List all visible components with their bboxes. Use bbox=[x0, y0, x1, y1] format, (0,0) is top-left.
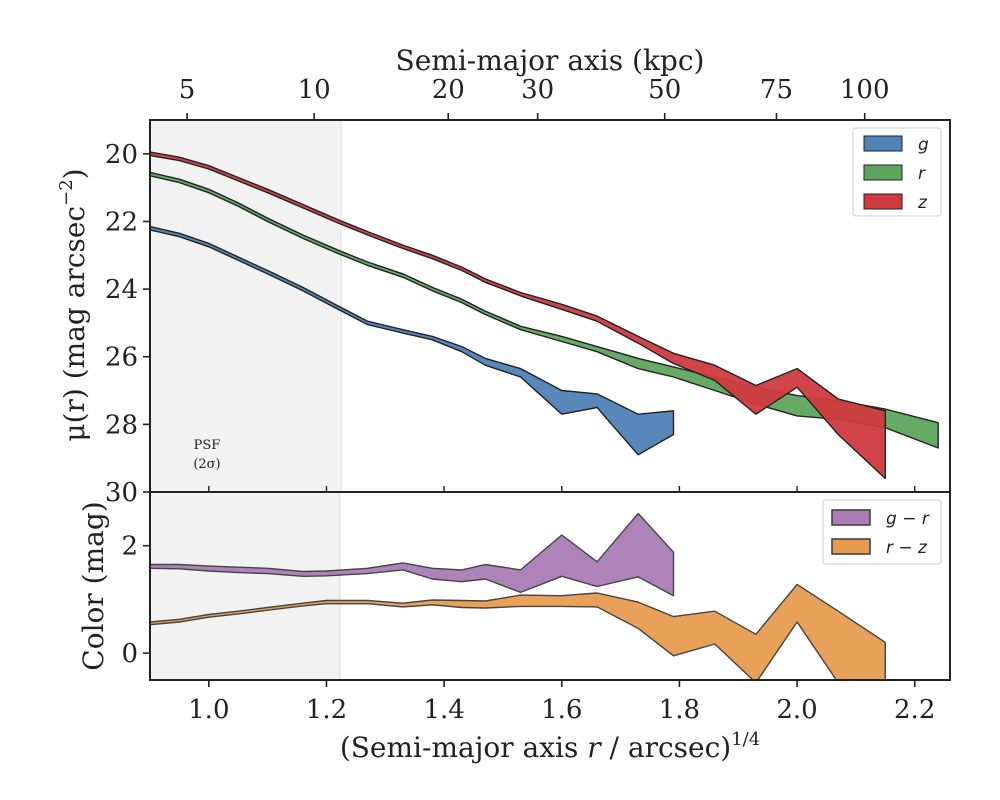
legend-swatch-color-1 bbox=[831, 538, 871, 555]
legend-label-g: g bbox=[918, 135, 929, 155]
bottom-x-axis: 1.0 1.2 1.4 1.6 1.8 2.0 2.2 bbox=[188, 680, 935, 725]
band-areas bbox=[150, 151, 939, 480]
top-y-axis: 20 22 24 26 28 30 bbox=[105, 140, 150, 508]
band-g-r bbox=[150, 512, 675, 597]
color-y-tick-label: 2 bbox=[121, 532, 138, 562]
band-z bbox=[150, 151, 886, 480]
psf-label-line2: (2σ) bbox=[193, 457, 220, 472]
y-tick-label: 30 bbox=[105, 478, 138, 508]
y-tick-label: 20 bbox=[105, 140, 138, 170]
bottom-panel-frame bbox=[149, 491, 951, 681]
kpc-tick-label: 100 bbox=[840, 75, 890, 105]
legend-swatch-color-0 bbox=[831, 509, 871, 526]
x-tick-label: 1.6 bbox=[541, 695, 582, 725]
kpc-tick-label: 30 bbox=[521, 75, 554, 105]
band-g bbox=[150, 225, 675, 456]
surface-brightness-panel: PSF (2σ) 20 22 24 26 28 30 5 10 20 30 50 75 100 Sem… bbox=[56, 44, 942, 508]
bottom-y-axis: 02 bbox=[121, 532, 150, 669]
x-tick-label: 1.0 bbox=[188, 695, 229, 725]
kpc-tick-label: 75 bbox=[760, 75, 793, 105]
top-secondary-x-axis: 5 10 20 30 50 75 100 bbox=[179, 75, 916, 492]
kpc-tick-label: 10 bbox=[298, 75, 331, 105]
y-tick-label: 28 bbox=[105, 410, 138, 440]
kpc-tick-label: 50 bbox=[648, 75, 681, 105]
color-y-tick-label: 0 bbox=[121, 639, 138, 669]
y-tick-label: 24 bbox=[105, 275, 138, 305]
legend-swatch-r bbox=[863, 164, 903, 181]
legend-label-color-0: g − r bbox=[886, 509, 930, 529]
color-areas bbox=[150, 512, 886, 680]
x-tick-label: 1.2 bbox=[306, 695, 347, 725]
y-tick-label: 26 bbox=[105, 343, 138, 373]
x-tick-label: 2.0 bbox=[776, 695, 817, 725]
bottom-x-axis-label: (Semi-major axis r / arcsec)1/4 bbox=[340, 729, 760, 764]
psf-shaded-region bbox=[150, 120, 342, 492]
legend-label-z: z bbox=[917, 193, 928, 213]
color-panel: 02 1.0 1.2 1.4 1.6 1.8 2.0 2.2 Color (mag) (Se… bbox=[77, 492, 942, 764]
bottom-y-axis-label: Color (mag) bbox=[77, 501, 110, 670]
x-tick-label: 2.2 bbox=[894, 695, 935, 725]
legend-swatch-z bbox=[863, 193, 903, 210]
band-r-z bbox=[150, 583, 886, 680]
psf-label-line1: PSF bbox=[194, 438, 221, 453]
band-legend: grz bbox=[852, 127, 942, 217]
kpc-tick-label: 20 bbox=[432, 75, 465, 105]
top-x-axis-label: Semi-major axis (kpc) bbox=[396, 44, 705, 77]
color-legend: g − r r − z bbox=[822, 499, 942, 565]
kpc-tick-label: 5 bbox=[179, 75, 196, 105]
legend-label-r: r bbox=[918, 164, 926, 184]
legend-label-color-1: r − z bbox=[886, 538, 928, 558]
x-tick-label: 1.4 bbox=[423, 695, 464, 725]
y-tick-label: 22 bbox=[105, 207, 138, 237]
legend-swatch-g bbox=[863, 135, 903, 152]
x-tick-label: 1.8 bbox=[659, 695, 700, 725]
psf-shaded-region-bottom bbox=[150, 492, 340, 680]
top-y-axis-label: μ(r) (mag arcsec−2) bbox=[56, 168, 91, 441]
